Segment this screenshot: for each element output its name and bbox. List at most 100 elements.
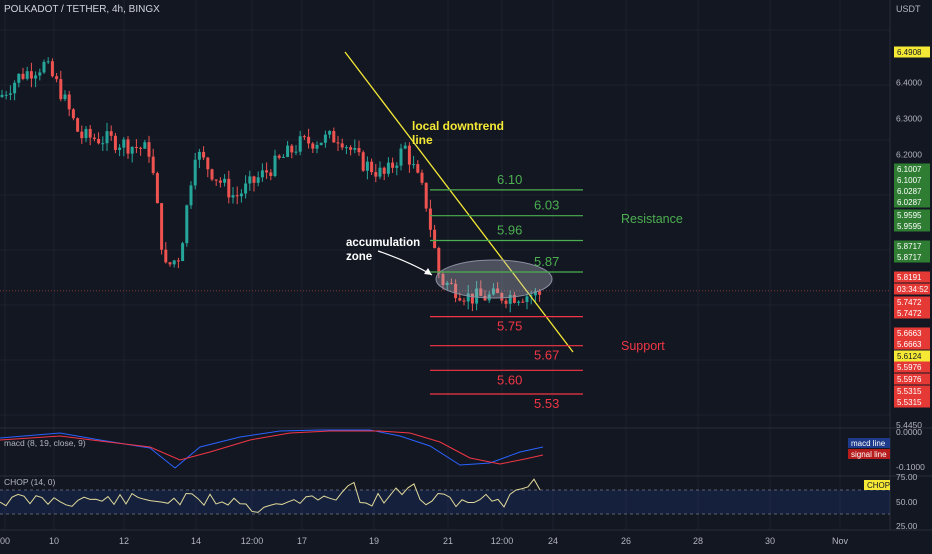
accumulation-arrow	[377, 250, 433, 276]
price-label-badge	[894, 338, 930, 350]
level-label-5-60: 5.60	[497, 372, 522, 387]
candle-body	[256, 177, 260, 183]
candle-body	[227, 178, 231, 198]
chop-tick: 25.00	[896, 521, 918, 531]
candle-body	[302, 136, 306, 138]
chop-band	[0, 490, 890, 514]
price-label-text: 5.6124	[897, 352, 922, 361]
candle-body	[286, 145, 290, 157]
candle-body	[260, 170, 264, 178]
price-label-text: 5.5976	[897, 375, 922, 384]
time-label: Nov	[832, 536, 849, 546]
candle-body	[109, 131, 113, 136]
candle-body	[17, 73, 21, 83]
candle-body	[491, 288, 495, 295]
candle-body	[193, 159, 197, 186]
candle-body	[504, 300, 508, 304]
chop-label: CHOP (14, 0)	[4, 477, 56, 487]
candle-body	[80, 131, 84, 139]
level-label-5-67: 5.67	[534, 348, 559, 363]
candle-body	[449, 282, 453, 284]
chop-line	[0, 478, 541, 513]
price-label-text: 5.9595	[897, 222, 922, 231]
candle-body	[168, 262, 172, 265]
candle-body	[50, 61, 54, 77]
time-label: 28	[693, 536, 703, 546]
price-label-text: 5.8717	[897, 253, 922, 262]
candle-body	[370, 161, 374, 173]
candle-body	[319, 142, 323, 145]
candle-body	[210, 169, 214, 180]
candle-body	[155, 173, 159, 204]
price-label-text: 6.0287	[897, 187, 922, 196]
candle-body	[130, 146, 134, 154]
candle-body	[374, 172, 378, 177]
macd-line	[0, 429, 544, 469]
chop-legend-text: CHOP	[867, 481, 890, 490]
candle-body	[323, 134, 327, 143]
candle-body	[92, 137, 96, 139]
price-label-text: 5.5315	[897, 398, 922, 407]
candle-body	[134, 146, 138, 148]
time-label: 12:00	[491, 536, 514, 546]
candle-body	[470, 293, 474, 304]
support-label: Support	[621, 339, 665, 353]
candle-body	[4, 94, 8, 96]
candle-body	[437, 248, 441, 274]
candle-body	[391, 162, 395, 168]
candle-body	[63, 94, 67, 100]
candle-body	[118, 147, 122, 150]
candle-body	[428, 208, 432, 230]
candle-body	[412, 164, 416, 166]
accumulation-annotation-line2: zone	[346, 251, 372, 263]
candle-body	[294, 151, 298, 153]
price-label-badge	[894, 296, 930, 308]
price-label-badge	[894, 396, 930, 408]
candle-body	[273, 155, 277, 176]
level-label-6-10: 6.10	[497, 172, 522, 187]
chop-legend-badge	[864, 480, 890, 490]
price-label-text: 6.0287	[897, 198, 922, 207]
candle-body	[298, 136, 302, 152]
candle-body	[382, 167, 386, 174]
candle-body	[500, 293, 504, 301]
candle-body	[433, 229, 437, 249]
macd-tick: -0.1000	[896, 462, 925, 472]
candle-body	[315, 144, 319, 149]
candle-body	[353, 147, 357, 150]
candle-body	[462, 300, 466, 302]
candle-body	[88, 128, 92, 138]
trendline-annotation: local downtrend	[412, 119, 504, 133]
price-label-text: 5.7472	[897, 309, 922, 318]
candle-body	[458, 298, 462, 301]
price-label-badge	[894, 185, 930, 197]
time-label: 19	[369, 536, 379, 546]
candle-body	[399, 148, 403, 166]
price-label-badge	[894, 327, 930, 339]
price-label-text: 5.6663	[897, 329, 922, 338]
candle-body	[441, 273, 445, 286]
candle-body	[340, 143, 344, 148]
price-label-text: 5.5315	[897, 387, 922, 396]
price-label-badge	[894, 283, 930, 295]
price-tick: 6.2000	[896, 149, 922, 159]
price-label-text: 6.1007	[897, 176, 922, 185]
candle-body	[496, 288, 500, 294]
candle-body	[0, 94, 4, 97]
candle-body	[71, 109, 75, 119]
currency-unit: USDT	[896, 4, 921, 14]
candle-body	[235, 195, 239, 197]
candle-body	[277, 155, 281, 158]
candle-body	[525, 296, 529, 302]
price-label-badge	[894, 174, 930, 186]
candle-body	[344, 147, 348, 149]
macd-label: macd (8, 19, close, 9)	[4, 438, 86, 448]
price-label-badge	[894, 209, 930, 221]
macd-tick: 0.0000	[896, 427, 922, 437]
candle-body	[202, 151, 206, 158]
level-label-5-96: 5.96	[497, 223, 522, 238]
macd-legend-text: macd line	[851, 439, 886, 448]
price-label-badge	[894, 46, 930, 58]
